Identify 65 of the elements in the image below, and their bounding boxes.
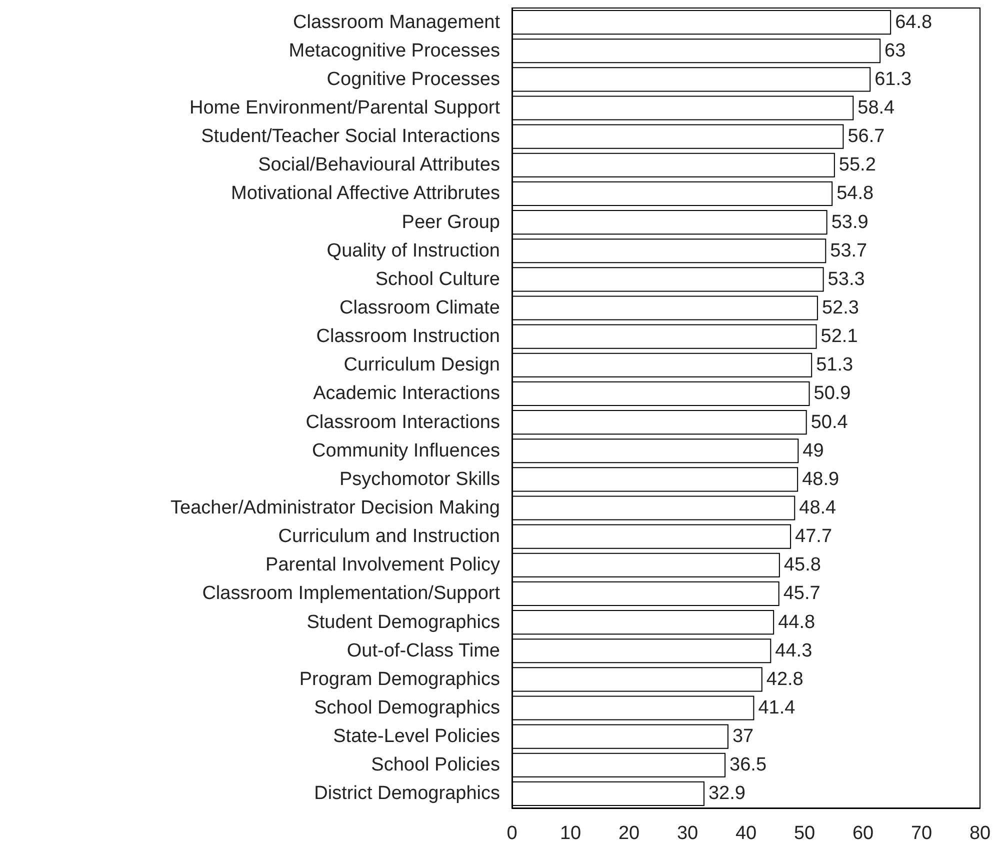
data-label: 61.3 — [874, 68, 912, 90]
y-tick-label: Student/Teacher Social Interactions — [201, 126, 500, 148]
y-tick-label: Classroom Interactions — [306, 412, 500, 433]
data-label: 54.8 — [836, 183, 874, 204]
data-label: 48.9 — [802, 468, 840, 490]
data-label: 64.8 — [895, 12, 932, 33]
y-tick-label: Academic Interactions — [313, 383, 500, 404]
y-tick-label: Quality of Instruction — [326, 240, 500, 262]
data-label: 49 — [802, 440, 824, 462]
y-tick-label: Teacher/Administrator Decision Making — [170, 498, 500, 518]
x-tick-label: 10 — [560, 823, 582, 844]
y-tick-label: Curriculum and Instruction — [278, 526, 500, 548]
y-tick-label: Peer Group — [402, 212, 500, 233]
data-label: 42.8 — [766, 668, 804, 690]
data-label: 45.7 — [783, 583, 820, 604]
data-label: 45.8 — [784, 554, 821, 576]
y-tick-label: Program Demographics — [299, 668, 500, 690]
y-tick-label: Psychomotor Skills — [340, 468, 500, 490]
y-tick-label: Social/Behavioural Attributes — [258, 154, 500, 176]
data-label: 56.7 — [848, 126, 885, 148]
y-tick-label: Classroom Implementation/Support — [202, 583, 501, 604]
y-tick-label: Curriculum Design — [344, 354, 500, 376]
data-label: 32.9 — [708, 783, 746, 804]
y-tick-label: Classroom Climate — [340, 298, 500, 318]
y-tick-label: Classroom Instruction — [316, 326, 500, 348]
data-label: 52.1 — [820, 326, 858, 348]
data-label: 41.4 — [758, 698, 796, 718]
data-label: 48.4 — [799, 498, 837, 518]
y-tick-label: School Demographics — [314, 698, 500, 718]
y-tick-label: Metacognitive Processes — [288, 40, 500, 62]
y-tick-label: Out-of-Class Time — [346, 640, 500, 662]
data-label: 53.9 — [831, 212, 868, 233]
y-tick-label: Cognitive Processes — [326, 68, 500, 90]
y-tick-label: Classroom Management — [293, 12, 501, 33]
x-tick-label: 0 — [506, 823, 518, 844]
y-tick-label: School Culture — [375, 268, 500, 290]
data-label: 51.3 — [816, 354, 854, 376]
x-tick-label: 60 — [852, 823, 874, 844]
y-tick-label: District Demographics — [314, 783, 500, 804]
data-label: 55.2 — [838, 154, 876, 176]
y-tick-label: School Policies — [371, 754, 500, 776]
data-label: 37 — [732, 726, 754, 748]
data-label: 44.8 — [778, 612, 816, 633]
y-tick-label: Community Influences — [312, 440, 500, 462]
x-tick-label: 50 — [794, 823, 816, 844]
data-label: 58.4 — [858, 98, 896, 118]
x-tick-label: 40 — [735, 823, 757, 844]
y-tick-label: Home Environment/Parental Support — [190, 98, 501, 118]
data-label: 44.3 — [775, 640, 812, 662]
x-tick-label: 70 — [910, 823, 932, 844]
data-label: 36.5 — [730, 754, 767, 776]
x-tick-label: 20 — [618, 823, 640, 844]
data-label: 50.9 — [814, 383, 851, 404]
y-tick-label: Student Demographics — [306, 612, 500, 633]
data-label: 52.3 — [822, 298, 859, 318]
data-label: 63 — [884, 40, 906, 62]
data-label: 47.7 — [795, 526, 832, 548]
data-label: 50.4 — [810, 412, 848, 433]
data-label: 53.7 — [830, 240, 868, 262]
x-tick-label: 30 — [676, 823, 698, 844]
x-tick-label: 80 — [969, 823, 991, 844]
y-tick-label: Parental Involvement Policy — [266, 554, 500, 576]
y-tick-label: Motivational Affective Attribrutes — [231, 183, 500, 204]
y-tick-label: State-Level Policies — [333, 726, 500, 748]
data-label: 53.3 — [828, 268, 865, 290]
